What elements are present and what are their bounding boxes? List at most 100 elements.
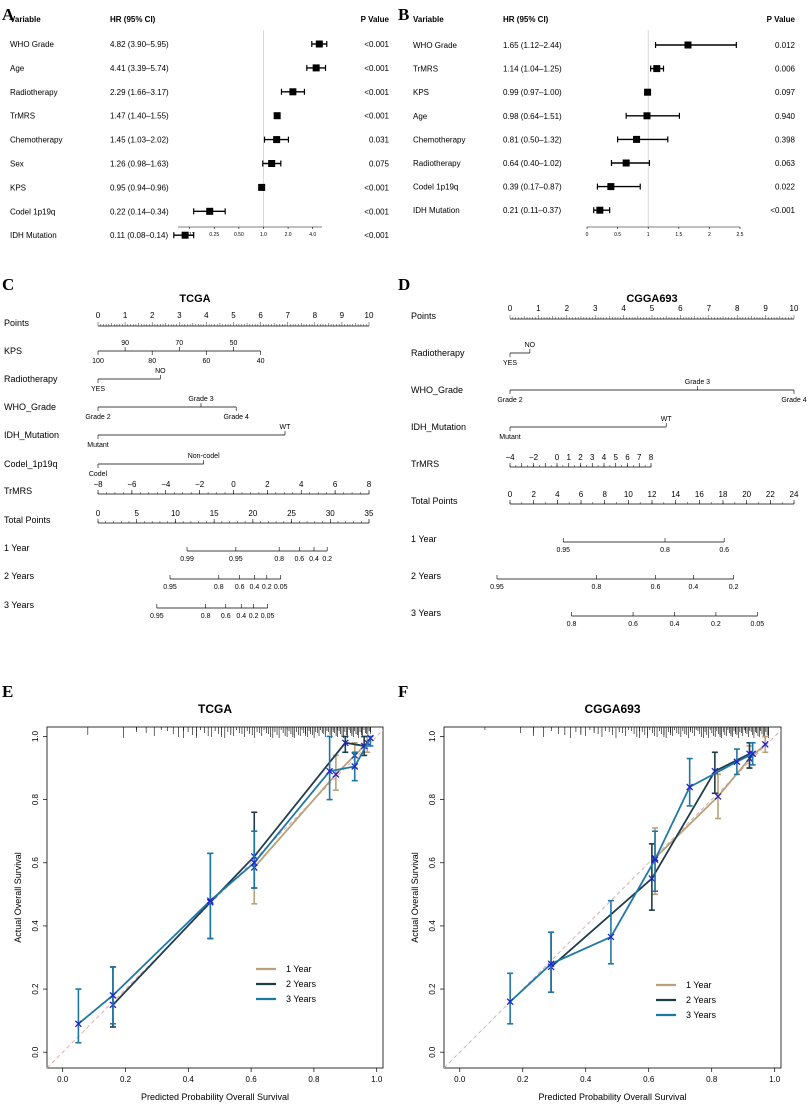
prob-tick-label: 0.2 [711, 621, 721, 628]
forest-plot-a: Variable HR (95% CI) P Value WHO Grade 4.82 … [10, 15, 390, 240]
row-variable: Radiotherapy [413, 159, 461, 168]
row-hr-text: 4.41 (3.39–5.74) [110, 64, 169, 73]
scale-tick-label: 24 [790, 490, 799, 499]
prob-tick-label: 0.05 [751, 621, 765, 628]
row-p-value: 0.006 [775, 65, 796, 74]
variable-tick-label: NO [155, 368, 166, 375]
x-tick-label: 2.0 [285, 232, 292, 238]
variable-tick-label: Grade 3 [188, 396, 213, 403]
scale-tick-label: 10 [624, 490, 633, 499]
prob-tick-label: 0.8 [660, 547, 670, 554]
scale-tick-label: 5 [134, 509, 139, 518]
points-tick-label: 5 [231, 311, 236, 320]
point-marker [341, 739, 349, 747]
y-tick-label: 0.8 [428, 794, 437, 806]
variable-tick-label: WT [280, 424, 292, 431]
row-p-value: 0.022 [775, 183, 796, 192]
scale-tick-label: 6 [625, 453, 630, 462]
x-tick-label: 1.5 [675, 232, 682, 238]
series-line [550, 753, 750, 968]
nomogram-row-label: TrMRS [411, 459, 439, 469]
variable-tick-label: 50 [230, 340, 238, 347]
scale-tick-label: 35 [365, 509, 374, 518]
prob-tick-label: 0.6 [221, 613, 231, 620]
nomogram-row-label: WHO_Grade [411, 385, 463, 395]
variable-tick-label: Mutant [499, 434, 520, 441]
points-tick-label: 2 [565, 304, 570, 313]
row-p-value: <0.001 [364, 112, 389, 121]
x-tick-label: 0.5 [614, 232, 621, 238]
prob-tick-label: 0.6 [235, 584, 245, 591]
series-line [253, 742, 368, 869]
scale-tick-label: 0 [555, 453, 560, 462]
forest-plot-b: Variable HR (95% CI) P Value WHO Grade 1.65 … [413, 15, 796, 238]
prob-tick-label: 0.95 [556, 547, 570, 554]
panel-label-c: C [2, 275, 14, 294]
row-p-value: 0.063 [775, 159, 796, 168]
hr-marker [653, 65, 661, 73]
calibration-plot-f: CGGA693 0.0 0.2 0.4 0.6 0.8 1.0 0.0 0.2 0.4 0.6 0.8… [410, 702, 782, 1102]
x-axis-label: Predicted Probability Overall Survival [538, 1092, 686, 1102]
nomogram-row-label: Points [4, 318, 30, 328]
row-variable: Age [413, 112, 428, 121]
points-tick-label: 0 [96, 311, 101, 320]
row-p-value: <0.001 [364, 183, 389, 192]
header-variable: Variable [10, 15, 41, 24]
variable-tick-label: Non-codel [188, 453, 220, 460]
scale-tick-label: 20 [248, 509, 257, 518]
prob-tick-label: 0.95 [163, 584, 177, 591]
series-year1 [651, 735, 769, 896]
points-tick-label: 1 [123, 311, 128, 320]
point-marker [366, 734, 374, 742]
row-variable: TrMRS [413, 65, 438, 74]
hr-marker [258, 183, 266, 191]
header-hr: HR (95% CI) [503, 15, 549, 24]
scale-tick-label: −6 [127, 480, 137, 489]
row-hr-text: 0.11 (0.08–0.14) [110, 231, 168, 240]
points-tick-label: 2 [150, 311, 155, 320]
calibration-plot-e: TCGA 0.0 0.2 0.4 0.6 0.8 1.0 0.0 0.2 0.4 0.6 0.8 1.0… [13, 702, 384, 1102]
hr-marker [273, 112, 281, 120]
hr-marker [607, 183, 615, 191]
hr-marker [315, 40, 323, 48]
nomogram-row-label: Radiotherapy [411, 348, 465, 358]
nomogram-title: TCGA [179, 293, 210, 305]
hr-marker [273, 136, 281, 144]
nomogram-row-label: 2 Years [411, 571, 442, 581]
points-tick-label: 9 [763, 304, 768, 313]
y-tick-label: 0.2 [31, 983, 40, 995]
scale-tick-label: −4 [161, 480, 171, 489]
row-hr-text: 1.14 (1.04–1.25) [503, 65, 562, 74]
nomogram-row-label: WHO_Grade [4, 402, 56, 412]
row-variable: Age [10, 64, 25, 73]
point-marker [250, 859, 258, 867]
row-hr-text: 0.21 (0.11–0.37) [503, 206, 561, 215]
hr-marker [596, 206, 604, 214]
variable-tick-label: YES [91, 386, 105, 393]
y-tick-label: 0.8 [31, 794, 40, 806]
row-variable: KPS [10, 183, 26, 192]
x-tick-label: 0.0 [57, 1075, 69, 1084]
scale-tick-label: 6 [579, 490, 584, 499]
nomogram-row-label: Total Points [411, 496, 458, 506]
points-tick-label: 8 [735, 304, 740, 313]
row-hr-text: 0.22 (0.14–0.34) [110, 207, 169, 216]
x-tick-label: 1.0 [260, 232, 267, 238]
hr-marker [312, 64, 320, 72]
scale-tick-label: 8 [367, 480, 372, 489]
points-tick-label: 7 [285, 311, 290, 320]
y-tick-label: 0.4 [428, 920, 437, 932]
row-variable: Codel 1p19q [10, 207, 55, 216]
panel-label-b: B [398, 5, 409, 24]
row-hr-text: 2.29 (1.66–3.17) [110, 88, 169, 97]
legend-label: 1 Year [286, 964, 312, 974]
series-year3 [506, 741, 757, 1025]
point-marker [351, 763, 359, 770]
prob-tick-label: 0.2 [262, 584, 272, 591]
variable-tick-label: 100 [92, 358, 104, 365]
points-tick-label: 10 [365, 311, 374, 320]
prob-tick-label: 0.4 [670, 621, 680, 628]
row-hr-text: 0.99 (0.97–1.00) [503, 88, 562, 97]
